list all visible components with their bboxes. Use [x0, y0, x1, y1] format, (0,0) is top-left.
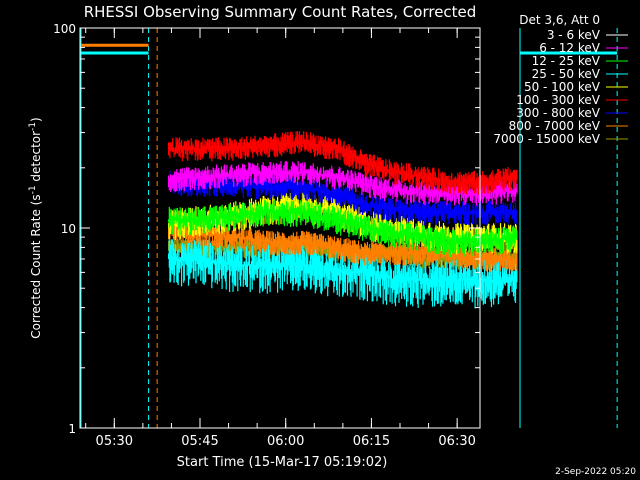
x-tick-label: 06:00: [267, 434, 304, 449]
series-5: [168, 131, 518, 195]
series-1: [168, 161, 518, 206]
footer-date: 2-Sep-2022 05:20: [555, 467, 636, 477]
y-axis: 1 10 100: [53, 22, 480, 436]
legend-label: 6 - 12 keV: [539, 41, 601, 55]
legend-label: 7000 - 15000 keV: [493, 132, 600, 146]
legend-item-5: 100 - 300 keV: [516, 93, 628, 107]
series-2: [168, 199, 518, 258]
chart-title: RHESSI Observing Summary Count Rates, Co…: [84, 3, 477, 21]
legend-label: 800 - 7000 keV: [509, 119, 601, 133]
legend-label: 25 - 50 keV: [532, 67, 601, 81]
series-line: [168, 161, 518, 206]
y-tick-label: 1: [68, 422, 76, 436]
legend-label: 100 - 300 keV: [516, 93, 600, 107]
x-tick-label: 05:30: [96, 434, 133, 449]
series-0: [168, 43, 518, 64]
legend-label: 12 - 25 keV: [532, 54, 601, 68]
legend-item-1: 6 - 12 keV: [539, 41, 628, 55]
legend-item-0: 3 - 6 keV: [547, 28, 628, 42]
legend-item-6: 300 - 800 keV: [516, 106, 628, 120]
series-line: [168, 199, 518, 258]
y-tick-label: 10: [61, 222, 76, 236]
x-tick-label: 06:30: [438, 434, 475, 449]
legend-item-2: 12 - 25 keV: [532, 54, 628, 68]
legend-title: Det 3,6, Att 0: [519, 13, 600, 27]
legend-item-7: 800 - 7000 keV: [509, 119, 628, 133]
legend-item-8: 7000 - 15000 keV: [493, 132, 628, 146]
legend-item-3: 25 - 50 keV: [532, 67, 628, 81]
legend-label: 50 - 100 keV: [524, 80, 601, 94]
y-tick-label: 100: [53, 22, 76, 36]
x-tick-label: 06:15: [353, 434, 390, 449]
legend-item-4: 50 - 100 keV: [524, 80, 628, 94]
x-axis: 05:30 05:45 06:00 06:15 06:30: [85, 28, 476, 449]
legend-label: 3 - 6 keV: [547, 28, 601, 42]
y-axis-label: Corrected Count Rate (s-1 detector-1): [28, 117, 43, 338]
series-line: [168, 43, 518, 64]
series-line: [168, 131, 518, 195]
x-axis-label: Start Time (15-Mar-17 05:19:02): [177, 455, 388, 470]
legend-label: 300 - 800 keV: [516, 106, 600, 120]
x-tick-label: 05:45: [181, 434, 218, 449]
